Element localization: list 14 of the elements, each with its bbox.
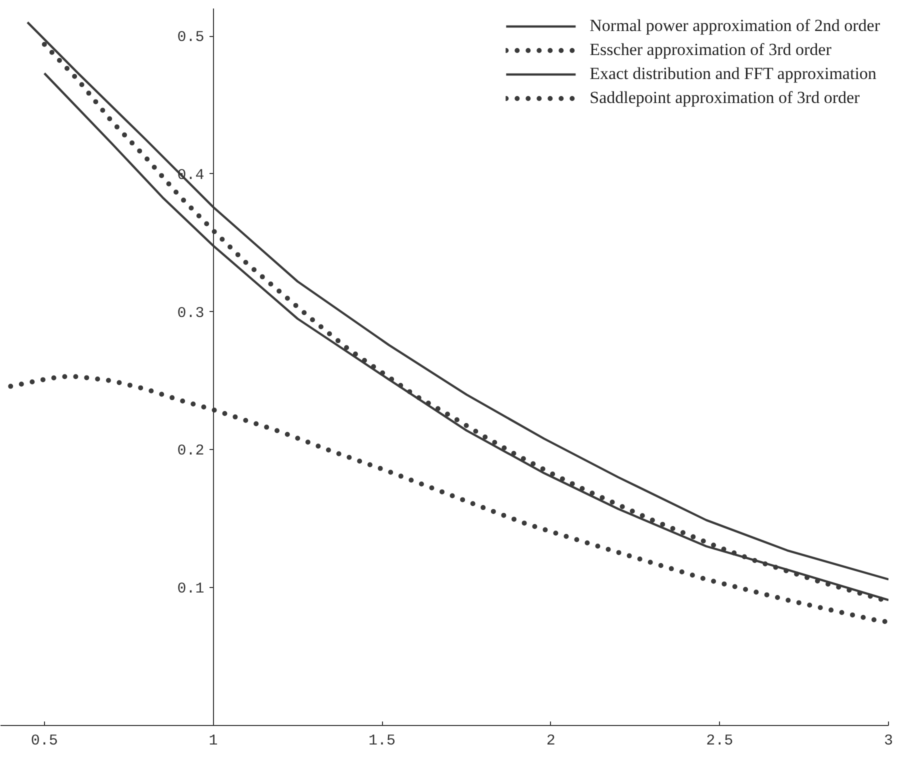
x-tick-label: 2 [546, 732, 556, 750]
x-tick-label: 2.5 [706, 732, 734, 750]
y-tick-label: 0.1 [177, 580, 204, 598]
y-tick-label: 0.3 [177, 304, 204, 322]
y-tick-label: 0.5 [177, 29, 204, 46]
legend-label: Exact distribution and FFT approximation [590, 64, 876, 84]
x-tick-label: 3 [884, 732, 894, 750]
legend-label: Saddlepoint approximation of 3rd order [590, 88, 860, 108]
x-tick-label: 1.5 [368, 732, 396, 750]
x-tick-label: 1 [208, 732, 218, 750]
legend-label: Esscher approximation of 3rd order [590, 40, 832, 60]
y-tick-label: 0.2 [177, 442, 204, 460]
x-tick-label: 0.5 [30, 732, 58, 750]
legend-label: Normal power approximation of 2nd order [590, 16, 880, 36]
